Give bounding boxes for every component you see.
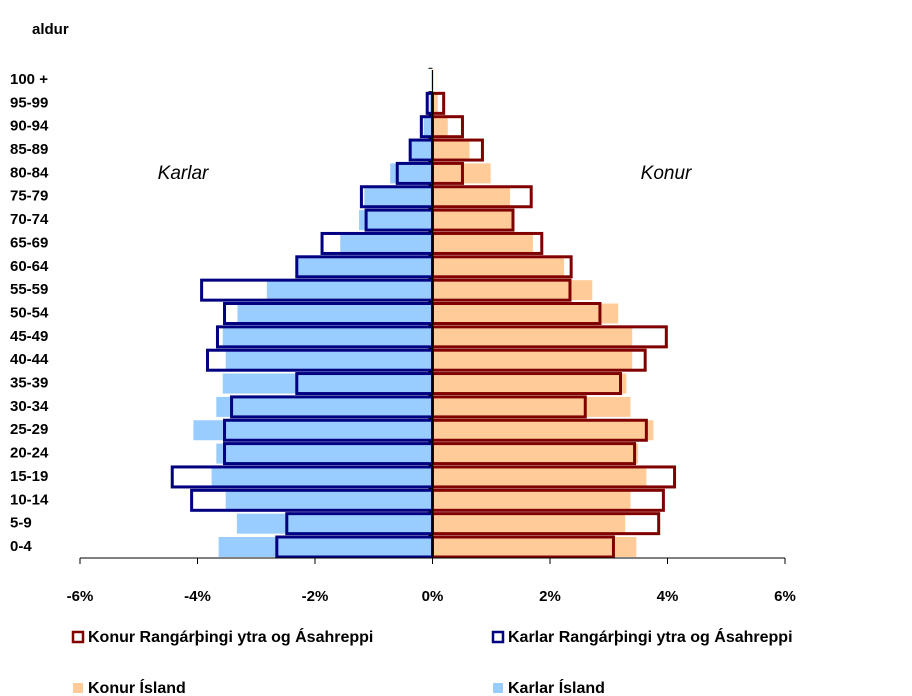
bar xyxy=(432,420,654,441)
bar xyxy=(432,256,565,277)
y-tick-label: 60-64 xyxy=(10,258,49,275)
bar xyxy=(211,466,433,487)
bar xyxy=(225,490,433,511)
bar xyxy=(410,140,433,161)
bar xyxy=(432,303,619,324)
bar xyxy=(432,513,626,534)
y-tick-label: 45-49 xyxy=(10,328,48,345)
y-tick-label: 55-59 xyxy=(10,281,48,298)
bar xyxy=(432,70,434,90)
bar xyxy=(216,443,433,464)
y-tick-label: 35-39 xyxy=(10,375,48,392)
y-tick-label: 10-14 xyxy=(10,491,49,508)
x-tick-label: -4% xyxy=(184,588,211,605)
bar xyxy=(218,537,433,557)
y-tick-label: 65-69 xyxy=(10,234,48,251)
y-tick-label: 5-9 xyxy=(10,515,32,532)
bar xyxy=(432,280,593,301)
bar xyxy=(296,256,433,277)
legend-marker xyxy=(491,630,505,644)
bar xyxy=(432,490,631,511)
bar xyxy=(432,466,647,487)
y-tick-label: 85-89 xyxy=(10,141,48,158)
y-tick-label: 40-44 xyxy=(10,351,49,368)
x-tick-label: 0% xyxy=(422,588,444,605)
bar xyxy=(432,537,637,557)
bar xyxy=(236,513,433,534)
bar xyxy=(237,303,433,324)
bar xyxy=(432,326,633,347)
chart-title: aldur xyxy=(32,21,69,38)
legend-label: Konur Ísland xyxy=(88,678,186,696)
y-tick-label: 0-4 xyxy=(10,538,32,555)
bar xyxy=(432,350,633,371)
x-tick-label: 6% xyxy=(774,588,796,605)
legend-marker xyxy=(73,683,83,693)
bar xyxy=(431,70,433,90)
bar xyxy=(222,373,433,394)
y-tick-label: 30-34 xyxy=(10,398,49,415)
y-tick-label: 90-94 xyxy=(10,118,49,135)
bar xyxy=(266,280,433,301)
bar xyxy=(364,186,433,207)
bar xyxy=(432,443,639,464)
bar xyxy=(390,163,433,184)
bar xyxy=(432,210,514,231)
legend-label: Konur Rangárþingi ytra og Ásahreppi xyxy=(88,627,373,646)
y-tick-label: 15-19 xyxy=(10,468,48,485)
x-tick-label: 4% xyxy=(657,588,679,605)
bar xyxy=(193,420,433,441)
bar xyxy=(225,350,433,371)
y-tick-label: 80-84 xyxy=(10,164,49,181)
bar xyxy=(432,396,631,417)
bar xyxy=(432,116,448,137)
legend-marker xyxy=(493,683,503,693)
annotation: Konur xyxy=(641,163,692,184)
bar xyxy=(340,233,433,254)
y-tick-label: 100 + xyxy=(10,71,48,88)
bar xyxy=(432,233,533,254)
bar xyxy=(432,93,438,114)
x-tick-label: -2% xyxy=(302,588,329,605)
legend-label: Karlar Rangárþingi ytra og Ásahreppi xyxy=(508,627,793,646)
bar xyxy=(432,140,470,161)
bar xyxy=(432,373,627,394)
y-tick-label: 25-29 xyxy=(10,421,48,438)
legend-marker xyxy=(71,630,85,644)
bar xyxy=(423,116,433,137)
legend-label: Karlar Ísland xyxy=(508,678,605,696)
y-tick-label: 70-74 xyxy=(10,211,49,228)
y-tick-label: 20-24 xyxy=(10,445,49,462)
bar xyxy=(216,396,433,417)
annotation: Karlar xyxy=(158,163,209,184)
bar xyxy=(432,186,511,207)
y-tick-label: 75-79 xyxy=(10,188,48,205)
bar xyxy=(222,326,433,347)
y-tick-label: 50-54 xyxy=(10,304,49,321)
bar xyxy=(359,210,433,231)
x-tick-label: 2% xyxy=(539,588,561,605)
y-tick-label: 95-99 xyxy=(10,94,48,111)
x-tick-label: -6% xyxy=(67,588,94,605)
